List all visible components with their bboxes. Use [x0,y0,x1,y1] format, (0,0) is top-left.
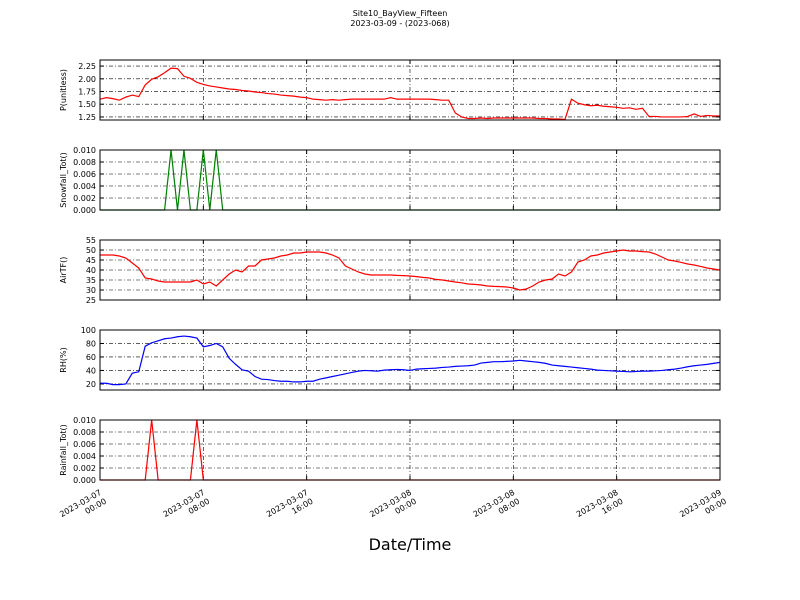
figure-title: Site10_BayView_Fifteen [353,9,448,18]
y-tick-label: 35 [86,276,96,285]
y-tick-label: 40 [86,266,96,275]
y-axis-label: P(unitless) [59,69,68,111]
axes-frame [99,149,721,211]
y-tick-label: 30 [86,286,96,295]
y-tick-label: 0.006 [73,170,96,179]
y-tick-label: 1.75 [78,88,96,97]
y-axis-label: RH(%) [59,347,68,372]
y-tick-label: 55 [86,236,96,245]
y-tick-label: 50 [86,246,96,255]
y-tick-label: 0.008 [73,158,96,167]
axes-frame [99,239,721,301]
y-tick-label: 40 [86,366,96,375]
y-tick-label: 0.008 [73,428,96,437]
y-tick-label: 0.000 [73,206,96,215]
y-tick-label: 100 [81,326,96,335]
y-tick-label: 20 [86,380,96,389]
y-tick-label: 0.004 [73,452,96,461]
x-axis-label: Date/Time [369,535,452,554]
y-tick-label: 1.25 [78,113,96,122]
y-tick-label: 60 [86,353,96,362]
y-tick-label: 0.006 [73,440,96,449]
y-axis-label: Snowfall_Tot() [59,152,68,208]
axes-frame [99,329,721,391]
y-tick-label: 0.004 [73,182,96,191]
axes-frame [99,419,721,481]
y-axis-label: Rainfall_Tot() [59,424,68,476]
data-line [100,335,721,386]
y-tick-label: 0.000 [73,476,96,485]
y-tick-label: 25 [86,296,96,305]
data-line [100,249,721,291]
y-tick-label: 1.50 [78,100,96,109]
y-tick-label: 0.010 [73,416,96,425]
y-tick-label: 0.002 [73,194,96,203]
y-tick-label: 2.00 [78,75,96,84]
y-tick-label: 2.25 [78,62,96,71]
data-line [99,67,720,121]
y-tick-label: 0.002 [73,464,96,473]
y-axis-label: AirTF() [59,257,68,284]
y-tick-label: 45 [86,256,96,265]
axes-frame [99,59,721,121]
y-tick-label: 80 [86,339,96,348]
y-tick-label: 0.010 [73,146,96,155]
figure-subtitle: 2023-03-09 - (2023-068) [350,19,449,28]
